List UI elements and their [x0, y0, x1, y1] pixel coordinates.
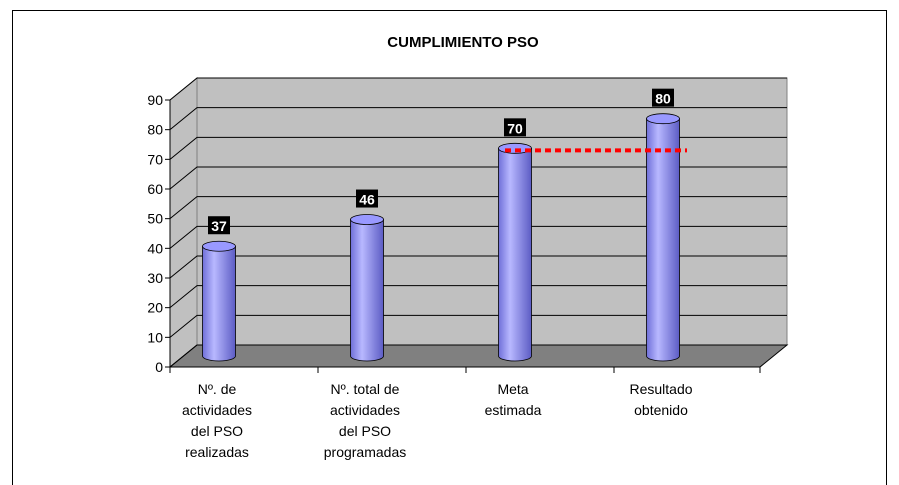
grid-line [169, 77, 787, 101]
back-wall [196, 77, 788, 346]
grid-line [169, 166, 787, 190]
x-tick-label: Nº. total de actividades del PSO programada… [324, 381, 407, 460]
bar-body [202, 245, 236, 362]
bar-top [202, 240, 236, 252]
bar-body [646, 118, 680, 362]
bar [646, 113, 680, 362]
y-tick-label: 0 [155, 359, 163, 375]
grid-line [169, 196, 787, 220]
bar-body [350, 219, 384, 362]
y-tick-label: 30 [147, 270, 163, 286]
bar-top [646, 113, 680, 125]
y-tick-label: 80 [147, 122, 163, 138]
data-label: 46 [359, 192, 375, 208]
grid-line [169, 107, 787, 131]
data-label-bg [208, 216, 230, 235]
grid-line [169, 136, 787, 160]
y-tick-label: 90 [147, 92, 163, 108]
grid-line [169, 225, 787, 249]
bar [350, 214, 384, 362]
side-wall [169, 76, 198, 369]
x-tick-label: Resultado obtenido [629, 381, 692, 418]
x-tick-label: Nº. de actividades del PSO realizadas [182, 381, 252, 460]
bar [202, 240, 236, 362]
y-tick-label: 70 [147, 151, 163, 167]
grid-line [169, 255, 787, 279]
floor [168, 344, 789, 368]
data-label: 37 [211, 218, 227, 234]
y-tick-label: 20 [147, 300, 163, 316]
data-label-bg [356, 189, 378, 208]
plot-area: 0 10 20 30 40 50 60 70 80 90 Nº. de actividades del … [147, 76, 789, 460]
data-label: 80 [655, 91, 671, 107]
grid-line [169, 285, 787, 309]
bar-body [498, 147, 532, 362]
x-tick-label: Meta estimada [485, 381, 542, 418]
y-tick-label: 50 [147, 211, 163, 227]
grid-line [169, 314, 787, 338]
y-tick-label: 40 [147, 240, 163, 256]
chart-title: CUMPLIMIENTO PSO [387, 34, 539, 51]
data-label: 70 [507, 120, 523, 136]
y-tick-label: 10 [147, 329, 163, 345]
y-tick-label: 60 [147, 181, 163, 197]
data-label-bg [504, 118, 526, 137]
grid-line [169, 344, 787, 368]
data-label-bg [652, 88, 674, 107]
bar-top [350, 214, 384, 225]
bar [498, 142, 532, 362]
